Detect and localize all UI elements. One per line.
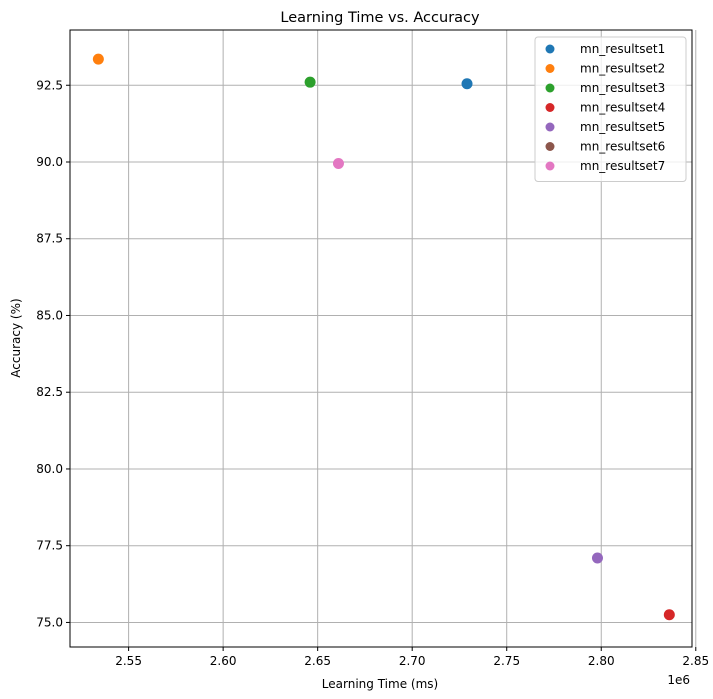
- x-tick-label: 2.65: [304, 654, 331, 668]
- plot-area: [69, 29, 693, 648]
- legend-label: mn_resultset4: [580, 101, 665, 115]
- y-tick-label: 87.5: [36, 232, 63, 246]
- y-tick-label: 82.5: [36, 385, 63, 399]
- legend: mn_resultset1 mn_resultset2 mn_resultset3m…: [534, 36, 687, 182]
- legend-marker: [545, 103, 555, 112]
- legend-marker: [545, 161, 555, 171]
- y-tick-label: 85.0: [36, 308, 63, 322]
- y-tick-label: 90.0: [36, 155, 63, 169]
- data-point-mn_resultset1: [461, 78, 473, 90]
- x-axis-offset-label: 1e6: [667, 673, 690, 687]
- legend-box: [534, 36, 687, 182]
- legend-label: mn_resultset7: [580, 159, 665, 173]
- legend-marker: [545, 142, 555, 151]
- data-points: [92, 53, 675, 621]
- x-tick-label: 2.80: [588, 654, 615, 668]
- legend-label: mn_resultset5: [580, 120, 665, 134]
- chart-title: Learning Time vs. Accuracy: [280, 10, 480, 26]
- data-point-mn_resultset2: [92, 53, 104, 65]
- legend-marker: [545, 44, 555, 54]
- x-tick-label: 2.70: [399, 654, 426, 668]
- x-tick-label: 2.85: [682, 654, 709, 668]
- x-axis-label: Learning Time (ms): [322, 677, 438, 691]
- data-point-mn_resultset7: [332, 158, 344, 170]
- x-tick-label: 2.55: [115, 654, 142, 668]
- data-point-mn_resultset5: [591, 552, 603, 564]
- y-tick-label: 80.0: [36, 462, 63, 476]
- data-point-mn_resultset4: [663, 609, 675, 621]
- grid-lines: [70, 30, 697, 647]
- x-tick-label: 2.75: [493, 654, 520, 668]
- legend-marker: [545, 83, 555, 93]
- y-tick-label: 75.0: [36, 615, 63, 629]
- legend-marker: [545, 64, 555, 73]
- axis-ticks: 2.55 2.60 2.65 2.70 2.75 2.80 2.85 75.0 77.5 80.0…: [36, 78, 709, 668]
- legend-label: mn_resultset3: [580, 81, 665, 95]
- legend-marker: [545, 122, 555, 132]
- legend-label: mn_resultset1: [580, 42, 665, 56]
- y-tick-label: 92.5: [36, 78, 63, 92]
- data-point-mn_resultset3: [304, 76, 316, 88]
- x-tick-label: 2.60: [210, 654, 237, 668]
- y-axis-label: Accuracy (%): [9, 298, 23, 377]
- legend-label: mn_resultset6: [580, 140, 665, 154]
- y-tick-label: 77.5: [36, 539, 63, 553]
- legend-label: mn_resultset2: [580, 62, 665, 76]
